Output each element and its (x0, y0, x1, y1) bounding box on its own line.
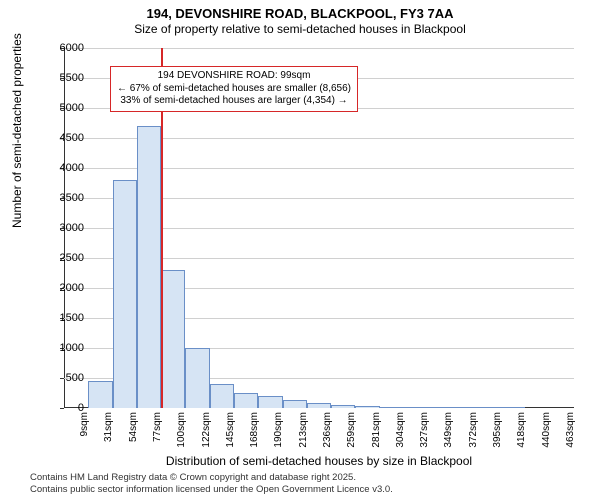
y-tick-label: 4500 (44, 132, 84, 144)
gridline (64, 48, 574, 49)
attribution-footer: Contains HM Land Registry data © Crown c… (30, 472, 393, 496)
y-tick-label: 2500 (44, 252, 84, 264)
x-tick-label: 395sqm (492, 412, 503, 452)
histogram-bar (137, 126, 161, 408)
x-tick-label: 168sqm (249, 412, 260, 452)
footer-line-1: Contains HM Land Registry data © Crown c… (30, 472, 393, 484)
chart-subtitle: Size of property relative to semi-detach… (10, 22, 590, 36)
x-tick-label: 327sqm (419, 412, 430, 452)
y-tick-label: 0 (44, 402, 84, 414)
x-tick-label: 100sqm (176, 412, 187, 452)
x-tick-label: 304sqm (395, 412, 406, 452)
x-tick-label: 259sqm (346, 412, 357, 452)
x-tick-label: 190sqm (273, 412, 284, 452)
x-tick-label: 372sqm (468, 412, 479, 452)
chart-title: 194, DEVONSHIRE ROAD, BLACKPOOL, FY3 7AA (10, 6, 590, 21)
y-tick-label: 6000 (44, 42, 84, 54)
x-tick-label: 9sqm (79, 412, 90, 452)
histogram-bar (453, 407, 477, 408)
histogram-bar (185, 348, 209, 408)
histogram-bar (234, 393, 258, 408)
y-tick-label: 1000 (44, 342, 84, 354)
x-tick-label: 31sqm (103, 412, 114, 452)
x-tick-label: 77sqm (152, 412, 163, 452)
histogram-bar (331, 405, 355, 408)
x-tick-label: 122sqm (201, 412, 212, 452)
x-tick-label: 281sqm (371, 412, 382, 452)
y-tick-label: 5000 (44, 102, 84, 114)
annotation-callout: 194 DEVONSHIRE ROAD: 99sqm← 67% of semi-… (110, 66, 358, 112)
histogram-bar (501, 407, 525, 408)
x-tick-label: 349sqm (443, 412, 454, 452)
histogram-bar (161, 270, 185, 408)
x-axis-label: Distribution of semi-detached houses by … (64, 454, 574, 468)
x-tick-label: 236sqm (322, 412, 333, 452)
histogram-bar (88, 381, 112, 408)
histogram-bar (283, 400, 307, 408)
histogram-bar (307, 403, 331, 408)
x-tick-label: 145sqm (225, 412, 236, 452)
y-tick-label: 4000 (44, 162, 84, 174)
footer-line-2: Contains public sector information licen… (30, 484, 393, 496)
annotation-line: 194 DEVONSHIRE ROAD: 99sqm (117, 70, 351, 83)
y-tick-label: 2000 (44, 282, 84, 294)
chart-plot-area: 194 DEVONSHIRE ROAD: 99sqm← 67% of semi-… (64, 48, 574, 408)
x-tick-label: 213sqm (298, 412, 309, 452)
histogram-bar (355, 406, 379, 408)
chart-title-block: 194, DEVONSHIRE ROAD, BLACKPOOL, FY3 7AA… (0, 0, 600, 38)
x-tick-label: 54sqm (128, 412, 139, 452)
histogram-bar (258, 396, 282, 408)
histogram-bar (210, 384, 234, 408)
y-tick-label: 3000 (44, 222, 84, 234)
y-tick-label: 500 (44, 372, 84, 384)
histogram-bar (477, 407, 501, 408)
y-axis-label: Number of semi-detached properties (10, 33, 24, 228)
histogram-bar (113, 180, 137, 408)
y-tick-label: 3500 (44, 192, 84, 204)
x-tick-label: 440sqm (541, 412, 552, 452)
y-tick-label: 1500 (44, 312, 84, 324)
annotation-line: ← 67% of semi-detached houses are smalle… (117, 83, 351, 96)
histogram-bar (404, 407, 428, 408)
annotation-line: 33% of semi-detached houses are larger (… (117, 95, 351, 108)
x-tick-label: 418sqm (516, 412, 527, 452)
y-tick-label: 5500 (44, 72, 84, 84)
x-tick-label: 463sqm (565, 412, 576, 452)
histogram-bar (428, 407, 452, 408)
histogram-bar (380, 407, 404, 408)
